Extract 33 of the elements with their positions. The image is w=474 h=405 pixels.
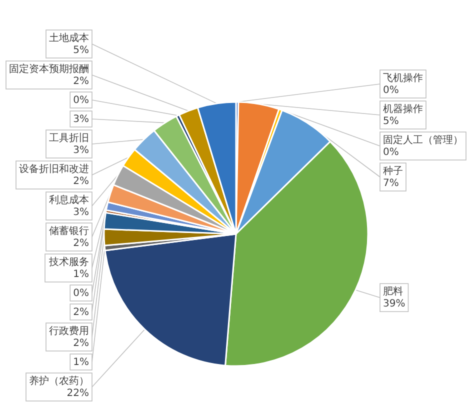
- slice-label: 种子: [383, 165, 403, 178]
- data-label: 0%: [73, 288, 89, 299]
- data-label: 22%: [66, 388, 89, 399]
- data-label: 1%: [73, 269, 89, 280]
- slice-label: 肥料: [383, 286, 403, 298]
- slice-label: 养护（农药）: [29, 375, 89, 387]
- data-label: 2%: [73, 76, 89, 87]
- data-label: 3%: [73, 114, 89, 125]
- data-label: 5%: [383, 116, 399, 128]
- slice-label: 土地成本: [49, 32, 89, 44]
- data-label: 1%: [73, 357, 89, 368]
- data-label: 5%: [73, 45, 89, 56]
- data-label: 2%: [73, 176, 89, 187]
- data-label: 3%: [73, 207, 89, 218]
- data-label: 0%: [383, 147, 399, 158]
- data-label: 0%: [383, 85, 399, 96]
- slice-label: 固定资本预期报酬: [9, 63, 89, 75]
- slice-label: 利息成本: [49, 194, 89, 206]
- data-label: 39%: [383, 298, 406, 310]
- data-label: 2%: [73, 307, 89, 318]
- data-label: 0%: [73, 95, 89, 106]
- slice-label: 工具折旧: [49, 132, 89, 144]
- slice-label: 技术服务: [48, 256, 89, 268]
- slice-label: 机器操作: [383, 103, 423, 116]
- slice-label: 设备折旧和改进: [19, 163, 89, 175]
- slice-label: 储蓄银行: [49, 225, 89, 237]
- slice-label: 固定人工（管理）: [383, 134, 463, 146]
- data-label: 7%: [383, 178, 399, 190]
- data-label: 2%: [73, 238, 89, 249]
- data-label: 2%: [73, 338, 89, 349]
- data-label: 3%: [73, 145, 89, 156]
- slice-label: 行政费用: [49, 325, 89, 337]
- slice-label: 飞机操作: [383, 72, 423, 84]
